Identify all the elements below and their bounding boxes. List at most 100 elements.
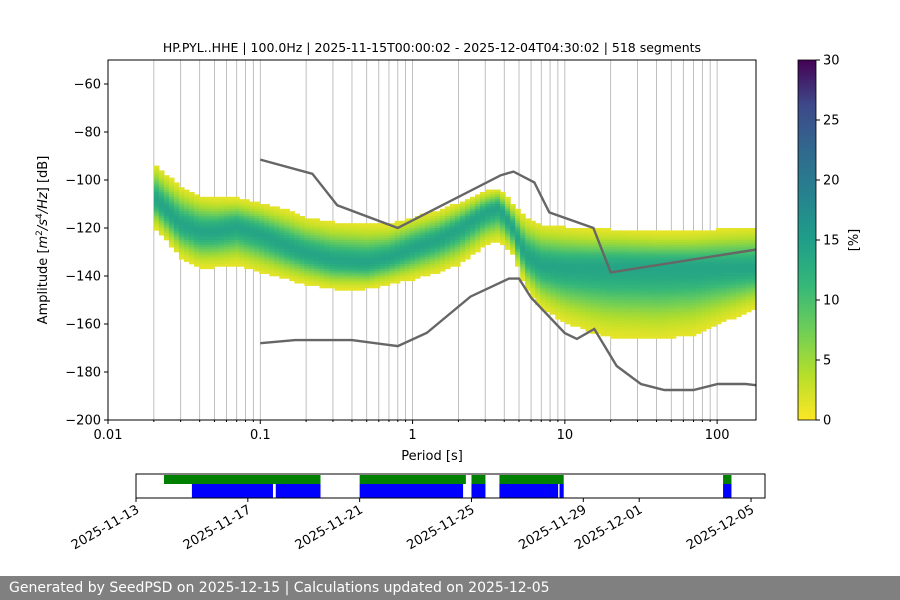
psd-cell: [735, 307, 742, 310]
psd-cell: [645, 333, 652, 337]
psd-cell: [289, 237, 295, 241]
psd-cell: [459, 220, 466, 224]
used-segment: [723, 484, 732, 498]
psd-cell: [510, 206, 516, 210]
psd-cell: [710, 259, 717, 262]
psd-cell: [745, 309, 752, 313]
psd-cell: [640, 288, 647, 291]
psd-cell: [254, 208, 260, 212]
psd-cell: [605, 321, 612, 325]
psd-cell: [560, 302, 566, 306]
psd-cell: [610, 273, 617, 277]
psd-cell: [680, 242, 687, 246]
psd-cell: [585, 259, 592, 262]
psd-cell: [324, 271, 331, 274]
psd-cell: [750, 261, 756, 265]
psd-cell: [625, 240, 632, 243]
psd-cell: [720, 237, 727, 241]
psd-cell: [274, 259, 280, 262]
psd-cell: [279, 256, 285, 260]
psd-cell: [520, 244, 526, 248]
psd-cell: [555, 283, 561, 286]
psd-cell: [224, 225, 230, 229]
psd-cell: [379, 259, 386, 262]
psd-cell: [299, 278, 305, 282]
psd-cell: [680, 326, 687, 330]
psd-cell: [219, 242, 225, 246]
psd-cell: [540, 256, 546, 260]
psd-cell: [324, 268, 331, 272]
psd-cell: [605, 242, 612, 246]
psd-cell: [565, 254, 571, 258]
psd-cell: [364, 280, 371, 284]
psd-cell: [520, 220, 526, 224]
psd-cell: [530, 271, 536, 274]
psd-cell: [595, 230, 602, 234]
psd-cell: [404, 266, 411, 270]
psd-cell: [359, 254, 366, 258]
psd-cell: [550, 297, 556, 301]
psd-cell: [695, 297, 702, 301]
psd-cell: [605, 240, 612, 243]
psd-cell: [469, 244, 476, 248]
psd-cell: [750, 266, 756, 270]
psd-cell: [700, 240, 707, 243]
psd-cell: [419, 252, 426, 255]
psd-cell: [600, 261, 607, 265]
psd-cell: [680, 290, 687, 294]
psd-cell: [710, 312, 717, 315]
psd-cell: [725, 312, 732, 315]
psd-cell: [249, 261, 255, 265]
psd-cell: [545, 271, 551, 274]
psd-cell: [334, 259, 341, 262]
psd-cell: [399, 256, 406, 260]
psd-cell: [209, 204, 215, 207]
psd-cell: [359, 259, 366, 262]
psd-cell: [334, 256, 341, 260]
psd-cell: [635, 259, 642, 262]
psd-cell: [615, 336, 622, 339]
psd-cell: [655, 254, 662, 258]
psd-cell: [384, 273, 391, 277]
psd-cell: [655, 283, 662, 286]
psd-cell: [640, 240, 647, 243]
psd-cell: [730, 261, 737, 265]
psd-cell: [339, 256, 346, 260]
psd-cell: [254, 206, 260, 210]
psd-cell: [384, 259, 391, 262]
psd-cell: [279, 232, 285, 236]
psd-cell: [735, 273, 742, 277]
psd-cell: [745, 266, 752, 270]
psd-cell: [153, 196, 160, 200]
psd-cell: [560, 252, 566, 255]
psd-cell: [474, 211, 481, 214]
psd-cell: [710, 268, 717, 272]
psd-cell: [595, 312, 602, 315]
psd-cell: [188, 208, 195, 212]
psd-cell: [680, 271, 687, 274]
psd-cell: [209, 223, 215, 226]
psd-cell: [485, 218, 491, 222]
psd-cell: [359, 228, 366, 231]
psd-cell: [665, 292, 672, 296]
psd-cell: [279, 259, 285, 262]
psd-cell: [610, 256, 617, 260]
psd-cell: [329, 283, 336, 286]
psd-cell: [279, 220, 285, 224]
psd-cell: [700, 244, 707, 248]
psd-cell: [459, 228, 466, 231]
psd-cell: [645, 283, 652, 286]
psd-cell: [269, 252, 275, 255]
psd-cell: [705, 244, 712, 248]
psd-cell: [459, 218, 466, 222]
psd-cell: [153, 199, 160, 202]
psd-cell: [615, 256, 622, 260]
psd-cell: [555, 302, 561, 306]
psd-cell: [495, 192, 501, 195]
psd-cell: [464, 249, 471, 253]
psd-cell: [605, 328, 612, 332]
psd-cell: [505, 213, 511, 217]
psd-cell: [720, 235, 727, 238]
psd-cell: [605, 304, 612, 308]
psd-cell: [730, 244, 737, 248]
